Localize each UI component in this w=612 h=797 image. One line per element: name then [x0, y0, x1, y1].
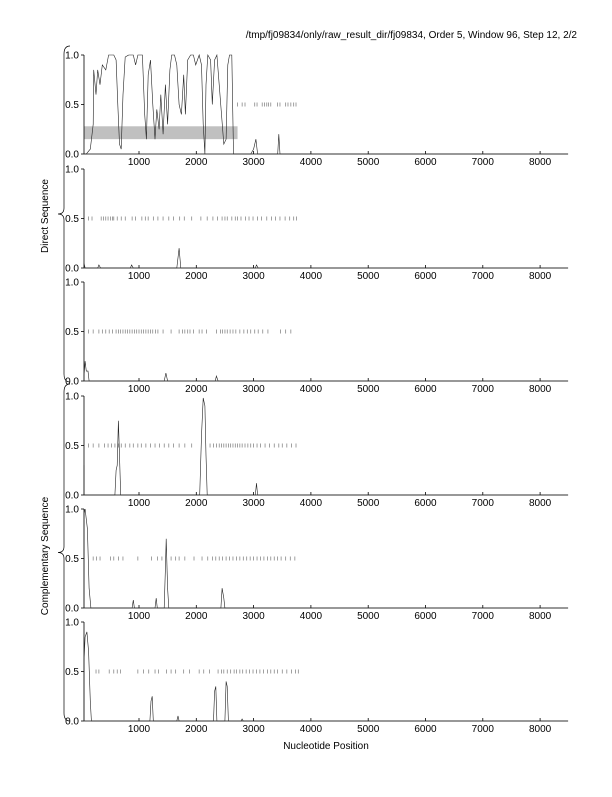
x-tick-label: 4000: [300, 724, 323, 735]
x-tick-label: 3000: [242, 611, 265, 622]
x-tick-label: 7000: [472, 498, 495, 509]
x-tick-label: 2000: [185, 724, 208, 735]
x-tick-label: 8000: [529, 271, 552, 282]
x-tick-label: 4000: [300, 157, 323, 168]
x-tick-label: 4000: [300, 384, 323, 395]
y-tick-label: 0.0: [65, 717, 79, 728]
x-tick-label: 5000: [357, 498, 380, 509]
x-tick-label: 2000: [185, 157, 208, 168]
y-tick-label: 0.0: [65, 491, 79, 502]
panel-2: 0.0 0.5 1.0 1000 2000 3000 4000 5000 6000 7000 800…: [65, 165, 569, 282]
x-tick-label: 1000: [128, 271, 151, 282]
x-tick-label: 3000: [242, 498, 265, 509]
complementary-sequence-label: Complementary Sequence: [40, 496, 51, 615]
x-tick-label: 7000: [472, 157, 495, 168]
coding-potential-line: [83, 508, 569, 609]
x-tick-label: 5000: [357, 384, 380, 395]
x-axis-label: Nucleotide Position: [283, 741, 369, 752]
x-tick-label: 2000: [185, 271, 208, 282]
x-tick-label: 8000: [529, 157, 552, 168]
y-tick-label: 0.5: [65, 214, 79, 225]
coding-potential-line: [83, 361, 569, 382]
x-tick-label: 4000: [300, 498, 323, 509]
x-tick-label: 5000: [357, 724, 380, 735]
x-tick-label: 2000: [185, 611, 208, 622]
x-tick-label: 7000: [472, 384, 495, 395]
x-tick-label: 2000: [185, 498, 208, 509]
y-tick-label: 0.5: [65, 441, 79, 452]
coding-potential-line: [84, 53, 569, 155]
y-tick-label: 1.0: [65, 505, 79, 516]
y-tick-label: 0.0: [65, 604, 79, 615]
x-tick-label: 4000: [300, 611, 323, 622]
y-tick-label: 0.5: [65, 554, 79, 565]
x-tick-label: 6000: [414, 157, 437, 168]
x-tick-label: 8000: [529, 724, 552, 735]
coding-region-highlight: [84, 126, 238, 140]
direct-sequence-brace: [57, 45, 71, 383]
y-tick-label: 0.5: [65, 327, 79, 338]
x-tick-label: 5000: [357, 611, 380, 622]
x-tick-label: 5000: [357, 271, 380, 282]
panel-1: 0.0 0.5 1.0 1000 2000 3000 4000 5000 6000 7000 800…: [65, 51, 569, 168]
panel-3: 0.0 0.5 1.0 1000 2000 3000 4000 5000 6000 7000 800…: [65, 278, 569, 395]
coding-potential-line: [83, 397, 569, 496]
x-tick-label: 1000: [128, 611, 151, 622]
panel-5: 0.0 0.5 1.0 1000 2000 3000 4000 5000 6000 7000 800…: [65, 505, 569, 622]
x-tick-label: 6000: [414, 498, 437, 509]
panel-6: 0.0 0.5 1.0 1000 2000 3000 4000 5000 6000 7000 800…: [65, 618, 569, 735]
x-tick-label: 4000: [300, 271, 323, 282]
y-tick-label: 1.0: [65, 51, 79, 62]
x-tick-label: 6000: [414, 384, 437, 395]
x-tick-label: 7000: [472, 724, 495, 735]
y-tick-label: 0.0: [65, 377, 79, 388]
x-tick-label: 8000: [529, 384, 552, 395]
x-tick-label: 3000: [242, 724, 265, 735]
chart-title: /tmp/fj09834/only/raw_result_dir/fj09834…: [246, 30, 578, 41]
y-tick-label: 1.0: [65, 278, 79, 289]
y-tick-label: 0.5: [65, 667, 79, 678]
y-tick-label: 1.0: [65, 392, 79, 403]
x-tick-label: 7000: [472, 271, 495, 282]
y-tick-label: 1.0: [65, 618, 79, 629]
x-tick-label: 3000: [242, 271, 265, 282]
y-tick-label: 0.0: [65, 150, 79, 161]
y-tick-label: 0.5: [65, 100, 79, 111]
x-tick-label: 1000: [128, 157, 151, 168]
coding-potential-line: [83, 631, 569, 722]
x-tick-label: 1000: [128, 498, 151, 509]
complementary-sequence-brace: [57, 383, 71, 722]
x-tick-label: 6000: [414, 611, 437, 622]
x-tick-label: 8000: [529, 498, 552, 509]
x-tick-label: 5000: [357, 157, 380, 168]
x-tick-label: 2000: [185, 384, 208, 395]
y-tick-label: 0.0: [65, 264, 79, 275]
x-tick-label: 1000: [128, 724, 151, 735]
x-tick-label: 8000: [529, 611, 552, 622]
x-tick-label: 7000: [472, 611, 495, 622]
coding-potential-line: [83, 248, 569, 269]
x-tick-label: 1000: [128, 384, 151, 395]
direct-sequence-label: Direct Sequence: [40, 179, 51, 253]
panel-4: 0.0 0.5 1.0 1000 2000 3000 4000 5000 6000 7000 800…: [65, 392, 569, 509]
x-tick-label: 3000: [242, 384, 265, 395]
x-tick-label: 3000: [242, 157, 265, 168]
x-tick-label: 6000: [414, 724, 437, 735]
x-tick-label: 6000: [414, 271, 437, 282]
y-tick-label: 1.0: [65, 165, 79, 176]
